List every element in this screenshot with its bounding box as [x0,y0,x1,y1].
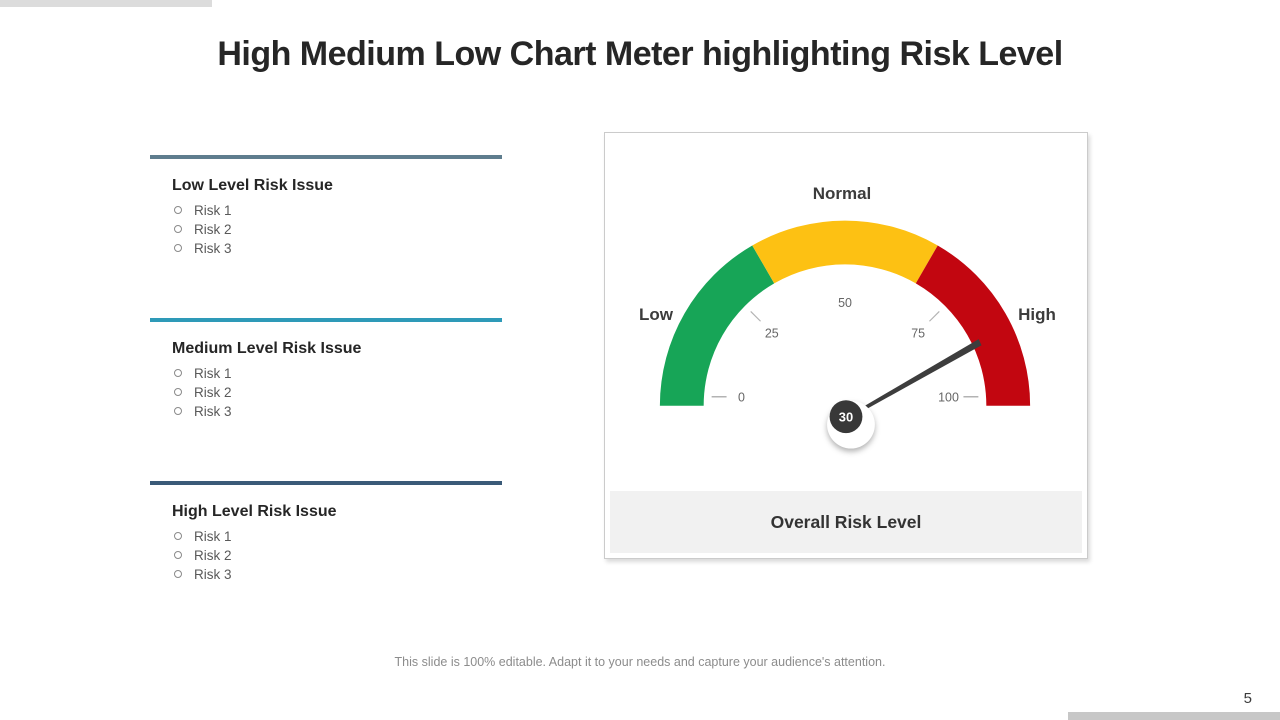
svg-text:75: 75 [911,326,925,340]
svg-text:100: 100 [938,391,959,405]
section-heading: Medium Level Risk Issue [172,340,362,357]
section-heading: High Level Risk Issue [172,503,337,520]
circle-bullet-icon [174,570,182,578]
section-low-risk: Low Level Risk Issue Risk 1 Risk 2 Risk … [150,155,502,258]
list-item: Risk 1 [174,364,502,383]
risk-item-label: Risk 3 [194,404,232,419]
gauge-chart-card: 0 25 50 75 100 30 Normal Low High Overall Ris… [604,132,1088,559]
risk-item-label: Risk 2 [194,385,232,400]
section-accent-rule [150,481,502,485]
section-high-risk: High Level Risk Issue Risk 1 Risk 2 Risk… [150,481,502,584]
list-item: Risk 3 [174,239,502,258]
circle-bullet-icon [174,206,182,214]
circle-bullet-icon [174,369,182,377]
list-item: Risk 2 [174,546,502,565]
page-title: High Medium Low Chart Meter highlighting… [217,34,1063,73]
list-item: Risk 3 [174,402,502,421]
footer-note: This slide is 100% editable. Adapt it to… [394,655,886,669]
circle-bullet-icon [174,225,182,233]
list-item: Risk 1 [174,201,502,220]
gauge-zone-label-high: High [1018,305,1056,324]
circle-bullet-icon [174,244,182,252]
svg-text:25: 25 [765,326,779,340]
risk-gauge-meter: 0 25 50 75 100 30 [659,220,1031,449]
page-number: 5 [1243,690,1252,707]
circle-bullet-icon [174,407,182,415]
risk-item-label: Risk 1 [194,529,232,544]
circle-bullet-icon [174,388,182,396]
section-heading: Low Level Risk Issue [172,177,333,194]
gauge-zone-label-normal: Normal [812,184,872,203]
risk-item-label: Risk 1 [194,203,232,218]
list-item: Risk 3 [174,565,502,584]
risk-list: Risk 1 Risk 2 Risk 3 [174,201,502,258]
risk-item-label: Risk 2 [194,548,232,563]
risk-list: Risk 1 Risk 2 Risk 3 [174,364,502,421]
section-medium-risk: Medium Level Risk Issue Risk 1 Risk 2 Ri… [150,318,502,421]
circle-bullet-icon [174,551,182,559]
risk-item-label: Risk 1 [194,366,232,381]
circle-bullet-icon [174,532,182,540]
bottom-right-decor-strip [1068,712,1280,720]
svg-text:50: 50 [838,296,852,310]
section-accent-rule [150,318,502,322]
gauge-caption: Overall Risk Level [610,491,1082,553]
risk-item-label: Risk 2 [194,222,232,237]
risk-item-label: Risk 3 [194,241,232,256]
list-item: Risk 2 [174,383,502,402]
list-item: Risk 2 [174,220,502,239]
risk-list: Risk 1 Risk 2 Risk 3 [174,527,502,584]
svg-text:30: 30 [839,410,853,425]
section-accent-rule [150,155,502,159]
svg-text:0: 0 [738,391,745,405]
list-item: Risk 1 [174,527,502,546]
gauge-zone-label-low: Low [639,305,673,324]
risk-item-label: Risk 3 [194,567,232,582]
top-left-decor-strip [0,0,212,7]
